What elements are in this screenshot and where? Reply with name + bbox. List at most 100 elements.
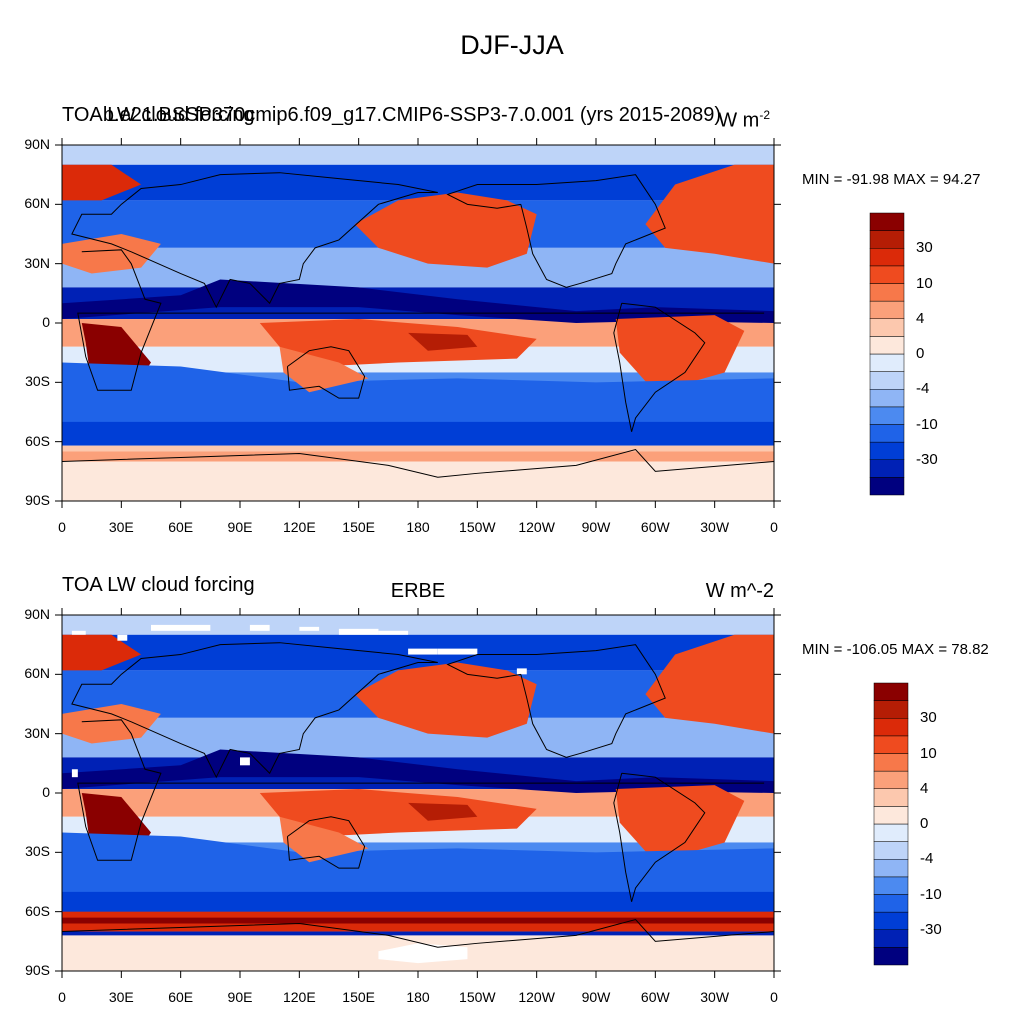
- colorbar-swatch: [873, 929, 909, 948]
- colorbar-swatch: [873, 911, 909, 930]
- colorbar-swatch: [869, 318, 905, 337]
- lon-tick-label: 90E: [227, 989, 253, 1005]
- lon-tick-label: 60W: [640, 519, 670, 535]
- mediterranean-red: [62, 704, 161, 744]
- lat-tick-label: 60N: [24, 195, 50, 212]
- lat-tick-label: 90N: [24, 136, 50, 152]
- colorbar-swatch: [873, 735, 909, 754]
- coastline-0: [77, 249, 765, 391]
- lon-tick-label: 150W: [459, 989, 496, 1005]
- colorbar-swatch: [873, 700, 909, 719]
- colorbar-tick-label: 10: [916, 274, 933, 292]
- band-high-n: [62, 164, 774, 201]
- lon-tick-label: 60W: [640, 989, 670, 1005]
- colorbar-tick-label: -4: [916, 380, 930, 398]
- coastline-3: [446, 174, 666, 288]
- australia-red: [279, 346, 369, 393]
- colorbar-tick-label: 30: [916, 239, 933, 257]
- lat-tick-label: 60N: [24, 665, 50, 682]
- colorbar-swatch: [869, 230, 905, 249]
- colorbar-swatch: [869, 389, 905, 408]
- pacific-dark-red: [408, 332, 478, 351]
- lon-tick-label: 120E: [282, 519, 316, 535]
- samerica-orange: [615, 785, 745, 863]
- band-antarctica: [62, 461, 774, 501]
- colorbar-swatch: [873, 806, 909, 825]
- colorbar-tick-label: 30: [920, 709, 937, 727]
- pacific-dark-red: [408, 802, 478, 821]
- lon-tick-label: 120W: [518, 989, 555, 1005]
- colorbar-swatch: [873, 859, 909, 878]
- colorbar-swatch: [873, 788, 909, 807]
- ant-belt-blue: [62, 931, 774, 936]
- colorbar-swatch: [873, 682, 909, 701]
- australia-red: [279, 816, 369, 863]
- colorbar-swatch: [873, 876, 909, 895]
- colorbar-tick-label: -10: [916, 415, 938, 433]
- main-title: DJF-JJA: [460, 30, 564, 60]
- panel2-left-title: TOA LW cloud forcing: [62, 574, 255, 596]
- lat-tick-label: 0: [42, 784, 50, 800]
- colorbar-tick-label: 4: [920, 779, 929, 797]
- colorbar-tick-label: 10: [920, 744, 937, 762]
- panel1-colorbar: [869, 212, 905, 496]
- maritime-red: [259, 789, 537, 837]
- colorbar-tick-label: -30: [916, 450, 938, 468]
- missing-data-0: [151, 624, 211, 631]
- lon-tick-label: 120E: [282, 989, 316, 1005]
- coastline-5: [61, 449, 775, 478]
- colorbar-swatch: [869, 371, 905, 390]
- colorbar-swatch: [869, 300, 905, 319]
- colorbar-swatch: [873, 894, 909, 913]
- ross-missing: [378, 943, 468, 964]
- missing-data-10: [71, 769, 78, 778]
- lat-tick-label: 60S: [25, 432, 50, 449]
- colorbar-tick-label: 4: [916, 309, 925, 327]
- lon-tick-label: 90W: [581, 519, 611, 535]
- lon-tick-label: 30E: [108, 989, 134, 1005]
- panel2-map: [55, 608, 781, 978]
- panel1-center-title: b.e21.BSSP370cmip6.f09_g17.CMIP6-SSP3-7.…: [102, 104, 722, 126]
- npacific-red: [354, 192, 537, 268]
- colorbar-tick-label: 0: [920, 815, 929, 832]
- lon-tick-label: 0: [58, 519, 66, 535]
- colorbar-swatch: [869, 265, 905, 284]
- colorbar-tick-label: -30: [920, 920, 942, 938]
- missing-data-8: [117, 634, 128, 641]
- colorbar-swatch: [873, 753, 909, 772]
- lon-tick-label: 180: [406, 989, 430, 1005]
- coastline-2: [286, 816, 366, 869]
- missing-data-2: [299, 626, 320, 631]
- missing-data-9: [240, 757, 250, 766]
- lat-tick-label: 60S: [25, 902, 50, 919]
- panel2-center-title: ERBE: [390, 580, 446, 602]
- lat-tick-label: 30S: [25, 373, 50, 390]
- lon-tick-label: 0: [770, 989, 778, 1005]
- lon-tick-label: 0: [770, 519, 778, 535]
- coastline-0: [77, 719, 765, 861]
- npacific-red: [354, 662, 537, 738]
- coastline-1: [71, 642, 438, 779]
- missing-data-6: [437, 648, 478, 655]
- europe-red: [62, 634, 142, 671]
- missing-data-5: [408, 648, 438, 655]
- lon-tick-label: 90E: [227, 519, 253, 535]
- lat-tick-label: 90S: [25, 962, 50, 978]
- lon-tick-label: 180: [406, 519, 430, 535]
- southern-blue: [62, 362, 774, 422]
- lon-tick-label: 150E: [342, 519, 375, 535]
- missing-data-3: [338, 628, 379, 635]
- panel1-map: [55, 138, 781, 508]
- coastline-5: [61, 919, 775, 948]
- mediterranean-red: [62, 234, 161, 274]
- maritime-red: [259, 319, 537, 367]
- colorbar-swatch: [873, 718, 909, 737]
- colorbar-swatch: [873, 841, 909, 860]
- coastline-4: [613, 302, 706, 432]
- colorbar-swatch: [869, 406, 905, 425]
- coastline-4: [613, 772, 706, 902]
- lon-tick-label: 30W: [700, 989, 730, 1005]
- lon-tick-label: 0: [58, 989, 66, 1005]
- lat-tick-label: 90N: [24, 606, 50, 622]
- colorbar-swatch: [869, 441, 905, 460]
